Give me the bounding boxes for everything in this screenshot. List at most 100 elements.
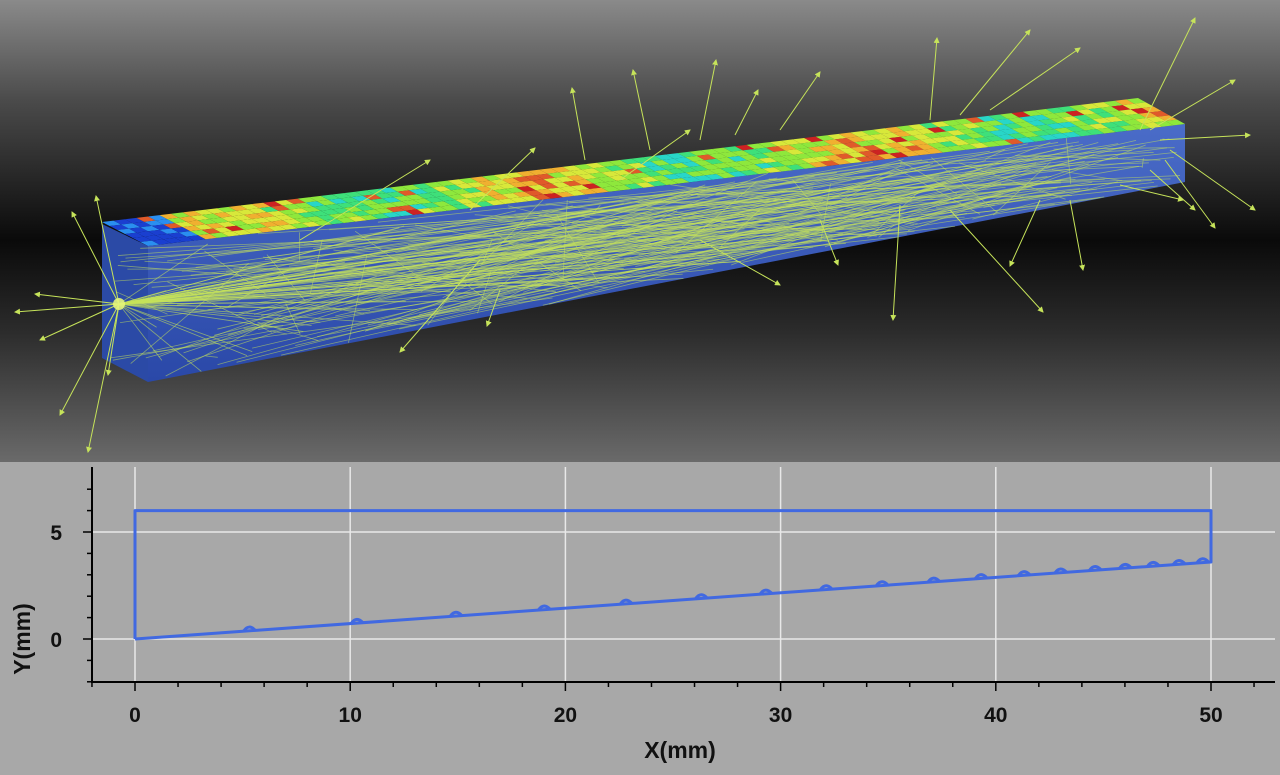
heatmap-cell [182,225,202,232]
heatmap-cell [620,158,640,165]
ray [118,303,163,361]
heatmap-cell [750,168,771,175]
heatmap-cell [316,199,337,206]
heatmap-cell [420,187,440,193]
heatmap-cell [313,220,333,226]
heatmap-cell [140,240,160,246]
heatmap-cell [324,218,344,225]
heatmap-cell [589,172,609,178]
heatmap-cell [1114,99,1135,106]
ray [118,177,778,305]
ray [158,275,377,358]
heatmap-cell [961,122,981,129]
heatmap-cell [958,144,978,150]
heatmap-cell [777,144,797,151]
heatmap-cell [1138,112,1158,119]
heatmap-cell [746,158,767,165]
heatmap-cell [259,221,279,228]
heatmap-cell [804,152,824,158]
heatmap-cell [1107,110,1127,117]
ray [118,300,477,305]
heatmap-cell [727,171,748,177]
heatmap-cell [1022,110,1043,117]
ray [685,156,1071,194]
plot-ticks: 0 10 20 30 40 50 0 5 [50,488,1255,727]
heatmap-cell [382,212,402,218]
heatmap-cell [121,223,141,229]
ray [474,214,705,230]
heatmap-cell [1065,110,1085,117]
escaping-ray [1009,199,1041,267]
heatmap-cell [397,190,417,196]
heatmap-cell [236,209,256,215]
ray [118,190,787,305]
ray [118,226,658,305]
ray [195,196,700,268]
heatmap-cell [854,140,874,147]
heatmap-cell [1122,103,1143,110]
heatmap-cell [290,208,310,214]
heatmap-cell [931,136,951,143]
escaping-ray [699,239,781,286]
heatmap-cell [885,142,905,149]
heatmap-cell [251,202,271,209]
heatmap-cell [435,195,456,202]
heatmap-cell [681,161,701,168]
heatmap-cell [1031,130,1051,136]
heatmap-cell [900,135,920,142]
3d-viewport[interactable] [0,0,1280,462]
ray [920,210,975,216]
escaping-ray [779,71,821,131]
heatmap-cell [159,213,179,220]
heatmap-cell [1126,113,1147,120]
heatmap-cell [412,183,433,189]
escaping-ray [34,291,120,305]
heatmap-cell [689,150,709,156]
heatmap-cell [232,214,252,221]
heatmap-cell [562,180,582,187]
escaping-ray [86,303,120,453]
heatmap-cell [858,135,878,141]
ray [118,191,686,305]
heatmap-cell [505,187,525,194]
ray [442,236,563,299]
heatmap-cell [462,202,483,209]
heatmap-cell [635,166,655,173]
x-tick-label: 40 [984,704,1007,727]
heatmap-cell [612,184,632,191]
plot-axes [91,467,1275,683]
ray [474,164,931,252]
heatmap-cell [374,208,394,214]
heatmap-cell [850,146,870,153]
heatmap-cell [1027,120,1047,127]
heatmap-cell [650,160,671,166]
ray [118,242,490,305]
profile-bump [449,610,464,618]
heatmap-cell [566,175,586,181]
profile-chart: 0 10 20 30 40 50 0 5 X(mm) Y(mm) [9,467,1275,763]
heatmap-cell [1042,128,1062,135]
heatmap-cell [777,160,797,166]
heatmap-cell [976,115,997,122]
heatmap-cell [1057,121,1078,128]
x-tick-label: 30 [769,704,792,727]
heatmap-cell [923,132,943,139]
ray [118,229,789,305]
heatmap-cell [255,227,275,233]
heatmap-cell [911,134,932,140]
heatmap-cell [1119,125,1139,131]
heatmap-cell [839,147,859,154]
heatmap-cell [942,135,962,142]
heatmap-cell [873,143,893,150]
escaping-ray [399,259,481,353]
heatmap-cell [766,161,786,168]
heatmap-cell [754,163,774,169]
heatmap-cell [827,133,847,140]
heatmap-cell [600,171,621,177]
heatmap-cell [812,156,832,162]
y-tick-label: 0 [50,629,62,652]
heatmap-cell [908,139,928,146]
heatmap-cell [316,214,337,221]
heatmap-cell [1003,123,1024,129]
ray [691,182,1061,196]
